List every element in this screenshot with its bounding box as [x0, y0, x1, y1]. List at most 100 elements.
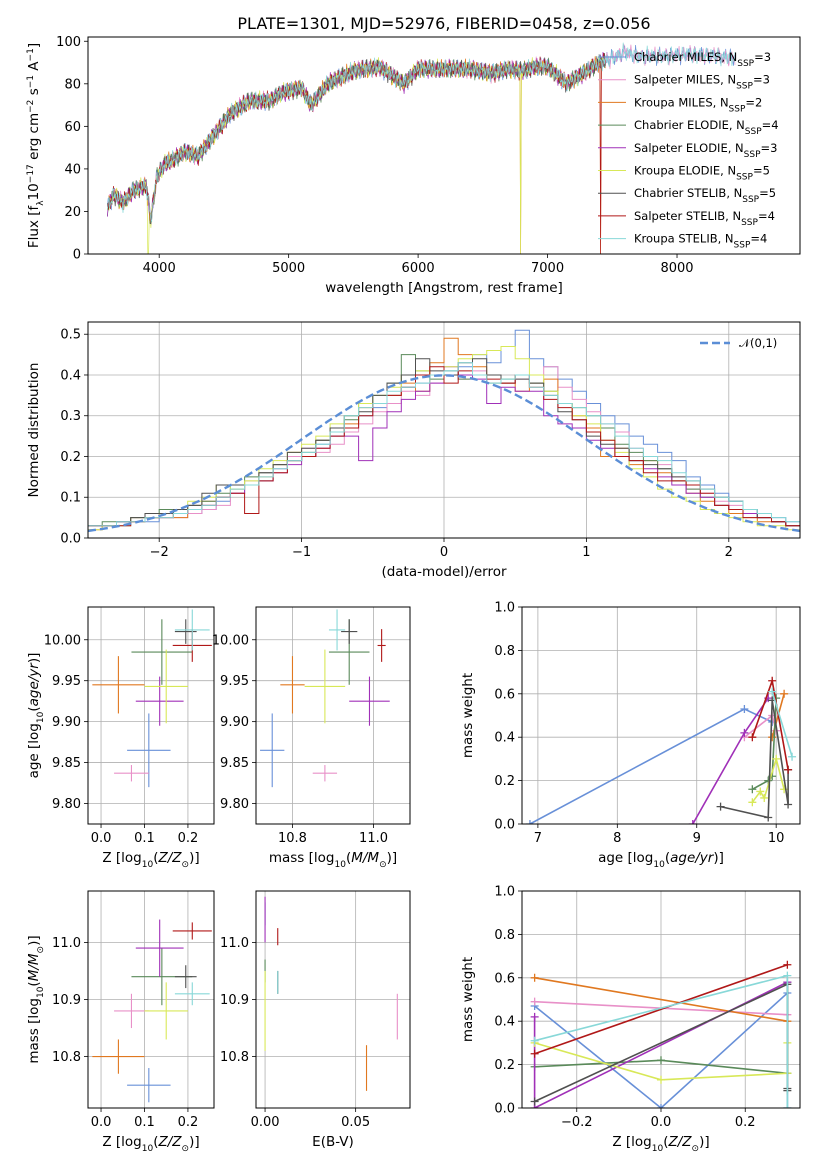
- y-tick-label: 0.4: [60, 368, 81, 383]
- plot-area: [264, 896, 398, 1091]
- plot-area: [525, 676, 797, 824]
- y-tick-label: 1.0: [494, 601, 515, 616]
- errorbar-point: [260, 713, 285, 788]
- x-tick-label: 1: [582, 545, 590, 560]
- errorbar-point: [304, 649, 346, 724]
- y-tick-label: 10.9: [220, 993, 249, 1008]
- plus-marker: [716, 802, 725, 811]
- y-tick-label: 9.80: [52, 797, 81, 812]
- plus-marker: [764, 813, 773, 822]
- axes-frame: [255, 606, 411, 825]
- y-tick-label: 0.4: [494, 731, 515, 746]
- errorbar-point: [174, 609, 210, 651]
- x-tick-label: 0.0: [91, 1115, 112, 1130]
- errorbar-point: [92, 656, 145, 714]
- x-tick-label: 7000: [531, 261, 564, 276]
- x-tick-label: 0.2: [178, 1115, 199, 1130]
- x-axis-label: Z [log10(Z/Z⊙)]: [612, 1134, 709, 1154]
- y-tick-label: 0.0: [494, 1102, 515, 1117]
- errorbar-point: [127, 713, 171, 788]
- spectrum-line: [107, 42, 736, 223]
- x-tick-label: −0.2: [561, 1115, 593, 1130]
- errorbar-point: [127, 1068, 171, 1103]
- x-tick-label: 10: [768, 831, 785, 846]
- x-axis-label: wavelength [Angstrom, rest frame]: [325, 280, 563, 296]
- plus-marker: [688, 820, 697, 824]
- x-tick-label: 0.05: [341, 1115, 370, 1130]
- y-tick-label: 0.0: [60, 532, 81, 547]
- x-tick-label: 11.0: [359, 831, 388, 846]
- axes-frame: [87, 890, 215, 1109]
- x-tick-label: 6000: [402, 261, 435, 276]
- y-tick-label: 0.8: [494, 644, 515, 659]
- y-tick-label: 0.6: [494, 971, 515, 986]
- y-tick-label: 40: [64, 162, 81, 177]
- x-tick-label: 10.8: [278, 831, 307, 846]
- legend-entry: Salpeter ELODIE, NSSP=3: [634, 141, 777, 160]
- plus-marker: [768, 676, 777, 685]
- errorbar-point: [341, 619, 358, 644]
- y-tick-label: 10.9: [52, 993, 81, 1008]
- plus-marker: [657, 1104, 665, 1108]
- errorbar-point: [328, 609, 346, 651]
- histogram-series: [88, 362, 800, 527]
- x-tick-label: 0.00: [251, 1115, 280, 1130]
- legend-entry: Chabrier MILES, NSSP=3: [634, 50, 771, 69]
- y-axis-label: mass [log10(M/M⊙)]: [26, 935, 46, 1063]
- plus-marker: [657, 1056, 665, 1065]
- legend-entry: 𝒩(0,1): [739, 336, 777, 350]
- plus-marker: [740, 704, 749, 713]
- plus-marker: [748, 798, 757, 807]
- plot-area: [92, 919, 212, 1103]
- legend-entry: Kroupa STELIB, NSSP=4: [634, 232, 767, 251]
- axes-frame: [87, 321, 801, 539]
- axes-frame: [87, 36, 801, 255]
- plus-marker: [768, 687, 777, 696]
- axes-frame: [521, 890, 801, 1109]
- x-tick-label: −2: [150, 545, 169, 560]
- plus-marker: [530, 997, 539, 1006]
- chart-title: PLATE=1301, MJD=52976, FIBERID=0458, z=0…: [237, 14, 650, 33]
- legend-entry: Kroupa ELODIE, NSSP=5: [634, 164, 770, 183]
- plus-marker: [748, 733, 757, 742]
- y-tick-label: 11.0: [52, 936, 81, 951]
- x-tick-label: 0: [440, 545, 448, 560]
- errorbar-point: [114, 765, 149, 782]
- mass-weight-line: [534, 964, 788, 1055]
- y-tick-label: 10.8: [220, 1050, 249, 1065]
- axes-mass_weight_vs_Z: −0.2 0.0 0.2 0.0 0.2 0.4 0.6 0.8 1.0 Z [log10(Z/Z…: [460, 885, 801, 1154]
- plus-marker: [530, 973, 539, 982]
- y-tick-label: 9.85: [220, 756, 249, 771]
- errorbar-point: [174, 965, 197, 989]
- axes-age_vs_Z: 0.0 0.1 0.2 9.80 9.85 9.90 9.95 10.00 Z [log10(Z…: [26, 606, 215, 870]
- plus-marker: [748, 785, 757, 794]
- mass-weight-line: [771, 691, 793, 757]
- errorbar-point: [377, 629, 386, 662]
- y-tick-label: 0.8: [494, 928, 515, 943]
- y-tick-label: 10.8: [52, 1050, 81, 1065]
- y-tick-label: 9.90: [52, 715, 81, 730]
- plus-marker: [788, 752, 797, 761]
- legend: Chabrier MILES, NSSP=3 Salpeter MILES, NS…: [598, 50, 779, 251]
- legend-entry: Chabrier STELIB, NSSP=5: [634, 186, 776, 205]
- x-axis-label: (data-model)/error: [381, 564, 507, 580]
- mass-weight-line: [529, 708, 773, 824]
- plus-marker: [760, 793, 769, 802]
- axes-frame: [255, 890, 411, 1109]
- plus-marker: [756, 787, 765, 796]
- errorbar-point: [144, 982, 188, 1040]
- y-tick-label: 1.0: [494, 885, 515, 900]
- y-tick-label: 9.95: [52, 674, 81, 689]
- errorbar-point: [131, 619, 193, 685]
- legend-entry: Chabrier ELODIE, NSSP=4: [634, 118, 779, 137]
- plus-marker: [780, 785, 789, 794]
- errorbar-point: [144, 649, 188, 724]
- y-tick-label: 0.5: [60, 328, 81, 343]
- x-tick-label: 8000: [660, 261, 693, 276]
- plus-marker: [783, 960, 792, 969]
- legend-entry: Kroupa MILES, NSSP=2: [634, 95, 762, 114]
- mass-weight-line: [534, 977, 788, 1022]
- plus-marker: [530, 1036, 539, 1045]
- y-tick-label: 0: [73, 248, 81, 263]
